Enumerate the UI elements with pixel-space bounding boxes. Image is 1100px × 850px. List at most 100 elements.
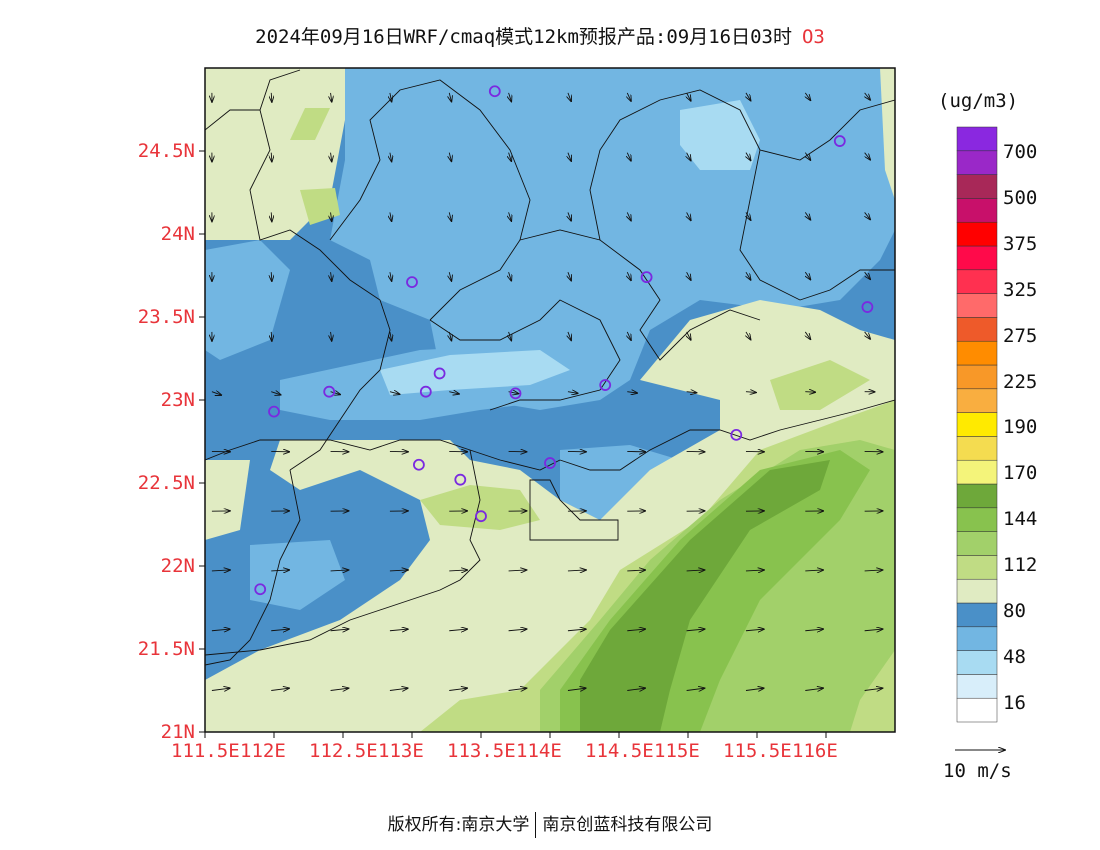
lon-label: 111.5E (171, 740, 240, 762)
colorbar-label: 144 (1003, 508, 1038, 531)
wind-arrow (745, 688, 764, 690)
field-region (205, 240, 290, 360)
wind-arrow (509, 212, 512, 221)
wind-arrow (627, 152, 631, 161)
lat-label: 22N (160, 555, 195, 577)
wind-arrow (331, 152, 332, 162)
wind-arrow (687, 212, 691, 220)
wind-arrow (449, 629, 467, 631)
wind-arrow (686, 629, 705, 631)
wind-arrow (508, 570, 527, 571)
wind-arrow (805, 92, 810, 100)
wind-arrow (686, 570, 705, 571)
colorbar-swatch (956, 269, 998, 294)
wind-arrow (449, 392, 459, 394)
colorbar-swatch (956, 412, 998, 437)
wind-arrow (745, 570, 764, 571)
footer-right: 南京创蓝科技有限公司 (542, 815, 713, 835)
wind-arrow (211, 688, 230, 690)
boundary-lines (205, 69, 895, 666)
field-region (580, 460, 830, 732)
wind-arrow (865, 331, 871, 339)
wind-arrow (805, 212, 810, 219)
wind-arrow (687, 152, 691, 161)
wind-arrow (627, 570, 645, 571)
wind-arrow (627, 331, 631, 340)
wind-arrow (627, 271, 631, 280)
wind-arrow (271, 212, 272, 221)
wind-arrow (568, 331, 571, 340)
boundary-line (759, 99, 895, 301)
wind-arrow (271, 392, 281, 395)
station-marker (433, 367, 446, 380)
wind-arrow (389, 629, 408, 631)
wind-arrow (805, 688, 823, 690)
colorbar-swatch (956, 245, 998, 271)
wind-arrow (568, 152, 571, 161)
colorbar-label: 80 (1003, 600, 1026, 622)
lat-label: 21.5N (137, 638, 195, 660)
colorbar-swatch (956, 507, 998, 532)
field-region (290, 108, 330, 140)
title-text: 2024年09月16日WRF/cmaq模式12km预报产品:09月16日03时 (255, 26, 792, 48)
wind-arrow (271, 272, 272, 281)
station-marker (254, 583, 267, 596)
field-region (680, 100, 760, 170)
colorbar-swatch (956, 293, 998, 318)
wind-arrow (331, 92, 332, 102)
wind-arrow (865, 152, 871, 160)
wind-arrow (627, 212, 631, 220)
field-region (380, 350, 570, 395)
lon-label: 115.5E (723, 740, 792, 762)
wind-vectors (211, 92, 883, 691)
colorbar-swatch (956, 126, 998, 152)
boundary-line (205, 69, 391, 471)
wind-arrow (508, 688, 527, 690)
colorbar-swatch (956, 602, 998, 628)
colorbar-swatch (956, 674, 998, 699)
colorbar-swatch (956, 531, 998, 556)
lat-label: 24.5N (137, 140, 195, 162)
wind-arrow (449, 212, 451, 221)
wind-arrow (331, 212, 332, 221)
boundary-line (329, 79, 531, 321)
wind-arrow (746, 212, 751, 220)
wind-arrow (449, 92, 451, 102)
lat-label: 23.5N (137, 306, 195, 328)
wind-arrow (211, 629, 230, 631)
colorbar-label: 48 (1003, 645, 1026, 668)
colorbar-swatch (956, 388, 998, 413)
lat-label: 22.5N (137, 472, 195, 494)
colorbar-swatch (956, 578, 998, 604)
field-region (770, 360, 870, 410)
station-marker (454, 473, 467, 486)
wind-arrow (509, 92, 512, 102)
colorbar-label: 325 (1003, 278, 1038, 301)
wind-arrow (805, 271, 810, 279)
wind-arrow (271, 688, 289, 690)
colorbar-swatch (956, 364, 998, 390)
boundary-line (205, 449, 481, 656)
field-region (250, 540, 345, 610)
wind-arrow (390, 92, 392, 102)
wind-arrow (746, 271, 751, 280)
wind-arrow (687, 271, 691, 280)
boundary-line (205, 469, 301, 666)
wind-arrow (271, 92, 272, 102)
wind-arrow (568, 212, 571, 220)
colorbar-swatch (956, 198, 998, 223)
wind-arrow (390, 212, 392, 221)
lon-label: 112.5E (309, 740, 378, 762)
wind-arrow (508, 629, 527, 631)
station-marker (488, 85, 501, 98)
wind-arrow (271, 331, 272, 341)
wind-arrow (687, 92, 691, 101)
wind-arrow (389, 392, 400, 395)
wind-arrow (686, 688, 705, 690)
colorbar-swatch (956, 650, 998, 675)
wind-arrow (390, 331, 392, 341)
station-marker (268, 405, 280, 418)
wind-arrow (805, 331, 810, 339)
station-marker (419, 385, 432, 398)
lat-label: 23N (160, 389, 195, 411)
